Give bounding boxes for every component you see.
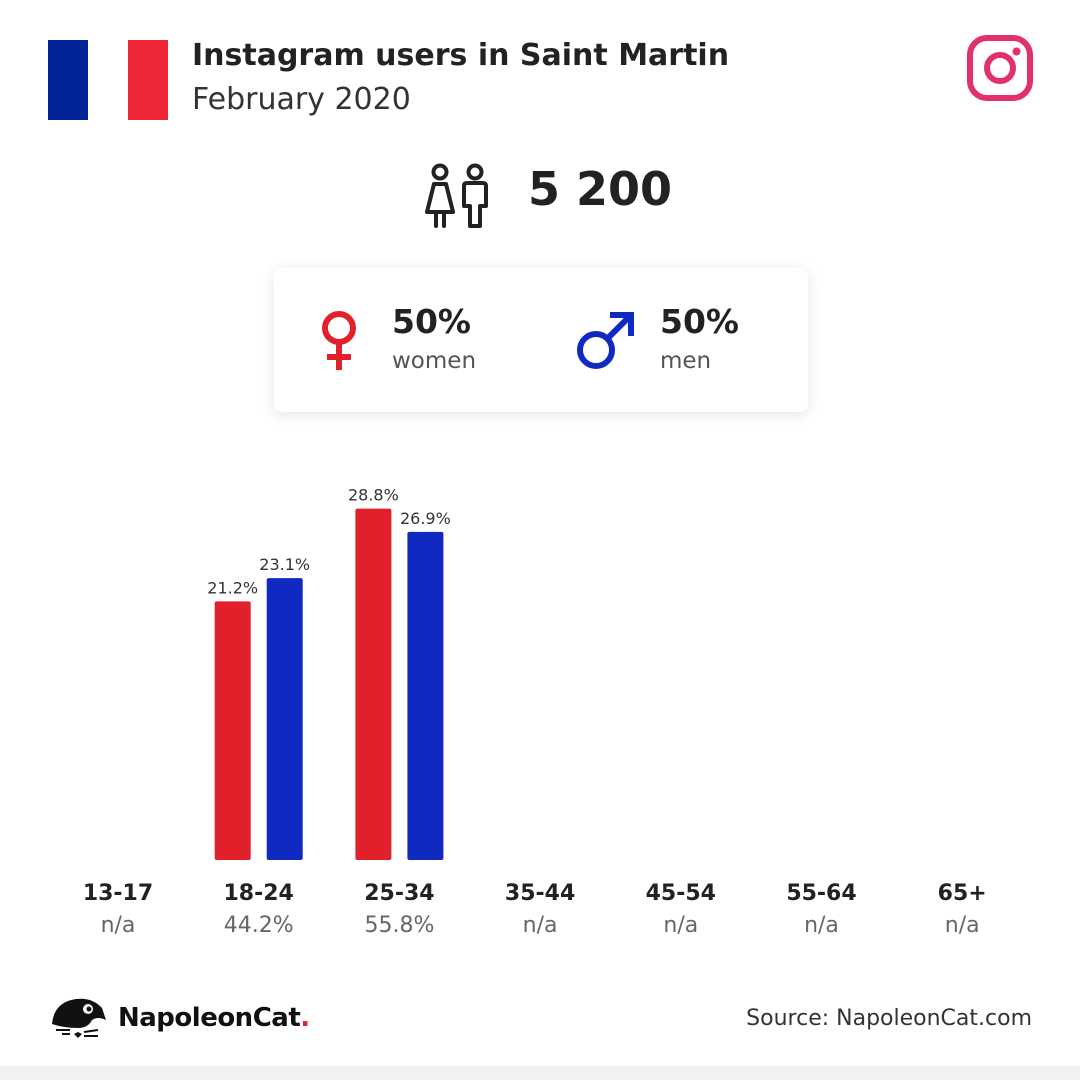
age-label-18-24: 18-24: [224, 881, 294, 906]
source-credit: Source: NapoleonCat.com: [746, 1006, 1032, 1031]
brand-dot: .: [300, 1003, 310, 1033]
total-users-value: 5 200: [528, 162, 673, 216]
data-label-women-25-34: 28.8%: [348, 486, 399, 505]
age-gender-bar-chart: 13-17 n/a 21.2%23.1% 18-24 44.2% 28.8%26.9% 25…: [83, 486, 987, 938]
men-percent: 50%: [660, 302, 739, 341]
france-flag-icon: [48, 40, 168, 120]
bar-men-25-34: [407, 531, 444, 860]
brand-text: NapoleonCat: [118, 1003, 301, 1033]
bar-women-18-24: [214, 601, 251, 860]
female-symbol-icon: [322, 311, 356, 370]
age-label-13-17: 13-17: [83, 881, 153, 906]
age-total-35-44: n/a: [523, 913, 558, 938]
napoleoncat-logo-icon: [52, 998, 106, 1038]
age-total-13-17: n/a: [101, 913, 136, 938]
instagram-icon: [967, 35, 1033, 101]
age-label-45-54: 45-54: [646, 881, 716, 906]
page-subtitle: February 2020: [192, 82, 411, 117]
male-symbol-icon: [577, 312, 634, 369]
men-label: men: [660, 348, 712, 374]
women-label: women: [392, 348, 477, 374]
bar-men-18-24: [266, 578, 303, 860]
bar-women-25-34: [355, 508, 392, 860]
age-total-55-64: n/a: [804, 913, 839, 938]
age-total-65+: n/a: [945, 913, 980, 938]
age-label-25-34: 25-34: [364, 881, 434, 906]
women-percent: 50%: [392, 302, 471, 341]
age-total-45-54: n/a: [663, 913, 698, 938]
data-label-men-18-24: 23.1%: [259, 555, 310, 574]
data-label-women-18-24: 21.2%: [207, 578, 258, 597]
flag-stripe-white: [88, 40, 128, 120]
people-icon: [425, 163, 488, 228]
age-label-55-64: 55-64: [786, 881, 856, 906]
age-label-35-44: 35-44: [505, 881, 575, 906]
brand-name: NapoleonCat.: [118, 1003, 310, 1033]
flag-stripe-red: [128, 40, 168, 120]
page-title: Instagram users in Saint Martin: [192, 38, 730, 73]
bottom-strip: [0, 1066, 1080, 1080]
age-label-65+: 65+: [938, 881, 987, 906]
age-total-18-24: 44.2%: [224, 913, 294, 938]
data-label-men-25-34: 26.9%: [400, 509, 451, 528]
age-total-25-34: 55.8%: [364, 913, 434, 938]
flag-stripe-blue: [48, 40, 88, 120]
gender-split-card: 50% women 50% men: [274, 268, 808, 412]
